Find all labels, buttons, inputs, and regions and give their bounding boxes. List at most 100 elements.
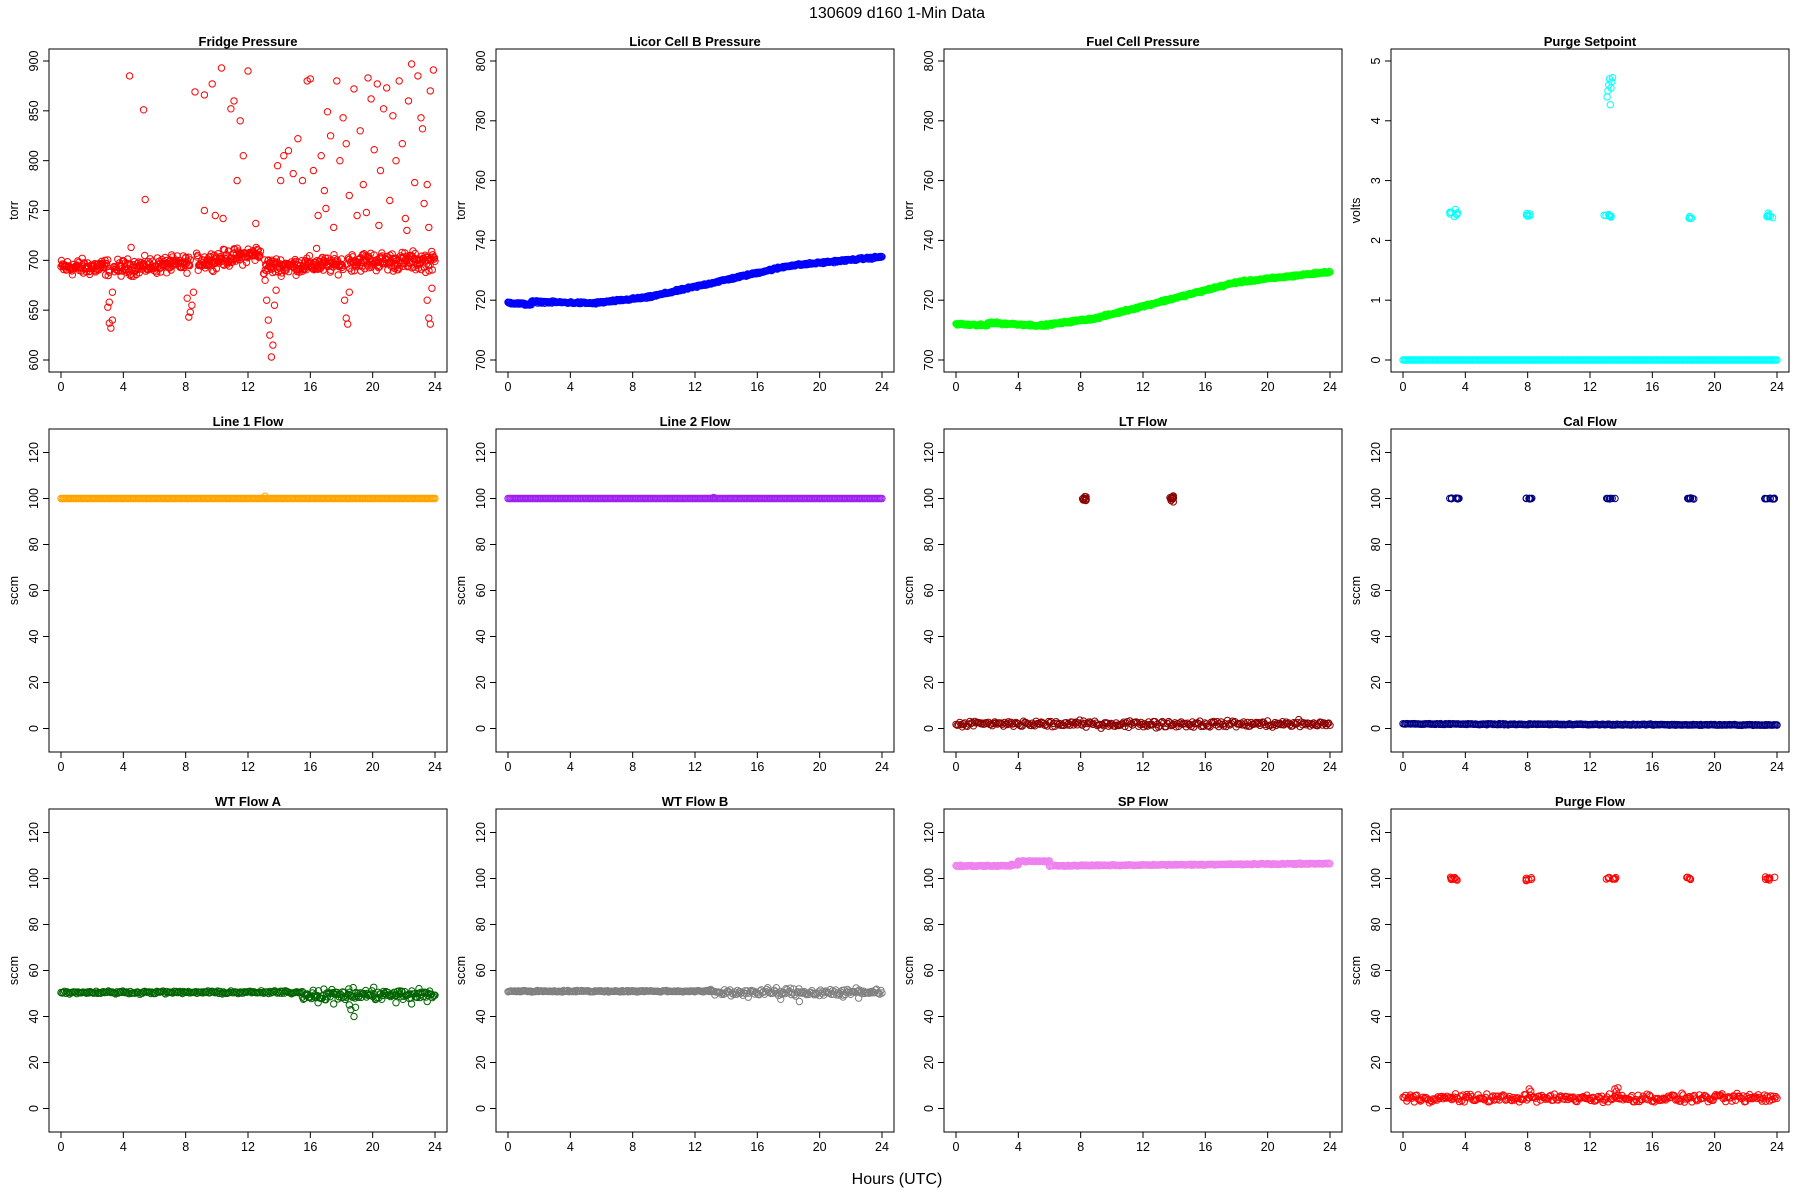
data-point [1401,1091,1410,1100]
x-tick-label: 12 [241,1140,255,1154]
x-tick-label: 16 [303,1140,317,1154]
data-point [336,157,344,165]
y-tick-label: 120 [474,442,488,463]
data-point [430,254,439,262]
data-point [277,176,285,185]
y-tick-label: 2 [1369,237,1383,244]
data-point [141,251,149,260]
data-point [330,223,338,232]
data-point [284,147,293,155]
data-point [801,989,810,998]
x-tick-label: 4 [1462,1140,1469,1154]
x-tick-label: 0 [1400,1140,1407,1154]
data-point [1326,268,1334,276]
y-tick-label: 20 [474,1056,488,1070]
x-tick-label: 4 [1015,380,1022,394]
data-point [1608,78,1616,86]
data-point [426,87,434,95]
data-point [186,256,195,264]
data-point [370,983,378,991]
data-point [373,80,381,88]
data-point [227,105,235,113]
data-point [392,157,400,165]
y-axis-label: sccm [1349,576,1363,605]
y-tick-label: 20 [27,1056,41,1070]
data-point [1169,494,1178,502]
x-tick-label: 8 [1077,1140,1084,1154]
data-points [504,984,886,1006]
data-point [1322,721,1330,730]
data-point [280,152,288,160]
x-tick-label: 4 [1462,760,1469,774]
data-point [342,140,350,148]
data-point [359,180,367,189]
x-tick-label: 8 [629,380,636,394]
x-tick-label: 20 [1708,1140,1722,1154]
y-tick-label: 0 [1369,725,1383,732]
x-tick-label: 4 [567,380,574,394]
y-axis-label: sccm [1349,956,1363,985]
x-tick-label: 16 [1645,380,1659,394]
y-axis-label: volts [1349,198,1363,224]
data-point [1606,101,1615,109]
panel-title: WT Flow B [662,794,728,809]
data-point [350,1012,358,1021]
data-point [108,288,117,296]
data-point [256,251,264,259]
data-points [1399,494,1781,730]
data-point [78,254,86,262]
data-point [1082,496,1090,504]
y-tick-label: 20 [1369,1056,1383,1070]
data-point [414,72,422,80]
y-tick-label: 740 [474,230,488,251]
y-tick-label: 900 [27,51,41,72]
data-point [431,991,439,999]
y-tick-label: 3 [1369,177,1383,184]
y-axis-label: sccm [902,956,916,985]
y-tick-label: 100 [1369,868,1383,889]
y-tick-label: 20 [27,676,41,690]
data-point [272,286,280,294]
data-point [107,324,115,332]
x-tick-label: 0 [58,380,65,394]
x-tick-label: 12 [688,760,702,774]
data-point [104,256,112,264]
data-points [504,493,886,503]
y-tick-label: 800 [27,150,41,171]
y-tick-label: 80 [27,538,41,552]
x-tick-label: 12 [1136,380,1150,394]
y-tick-label: 120 [1369,822,1383,843]
data-point [999,722,1008,730]
data-point [1281,720,1289,728]
data-points [952,857,1334,871]
data-point [425,223,433,232]
y-tick-label: 0 [27,725,41,732]
data-point [395,77,403,85]
data-point [345,191,353,200]
data-point [1182,723,1190,731]
data-point [1770,495,1778,503]
data-point [1196,717,1204,725]
data-point [1766,494,1774,503]
data-point [1685,214,1693,223]
x-tick-label: 8 [1524,380,1531,394]
x-tick-label: 0 [58,1140,65,1154]
x-tick-label: 20 [366,1140,380,1154]
x-tick-label: 20 [366,380,380,394]
data-point [401,214,410,223]
data-point [270,301,279,309]
data-point [306,75,314,83]
y-tick-label: 100 [922,868,936,889]
data-point [386,196,394,205]
data-point [375,258,383,266]
data-point [127,243,135,252]
y-tick-label: 1 [1369,297,1383,304]
x-tick-label: 8 [629,1140,636,1154]
data-point [252,219,260,228]
data-point [267,353,276,361]
y-tick-label: 40 [27,1010,41,1024]
x-tick-label: 16 [1198,760,1212,774]
